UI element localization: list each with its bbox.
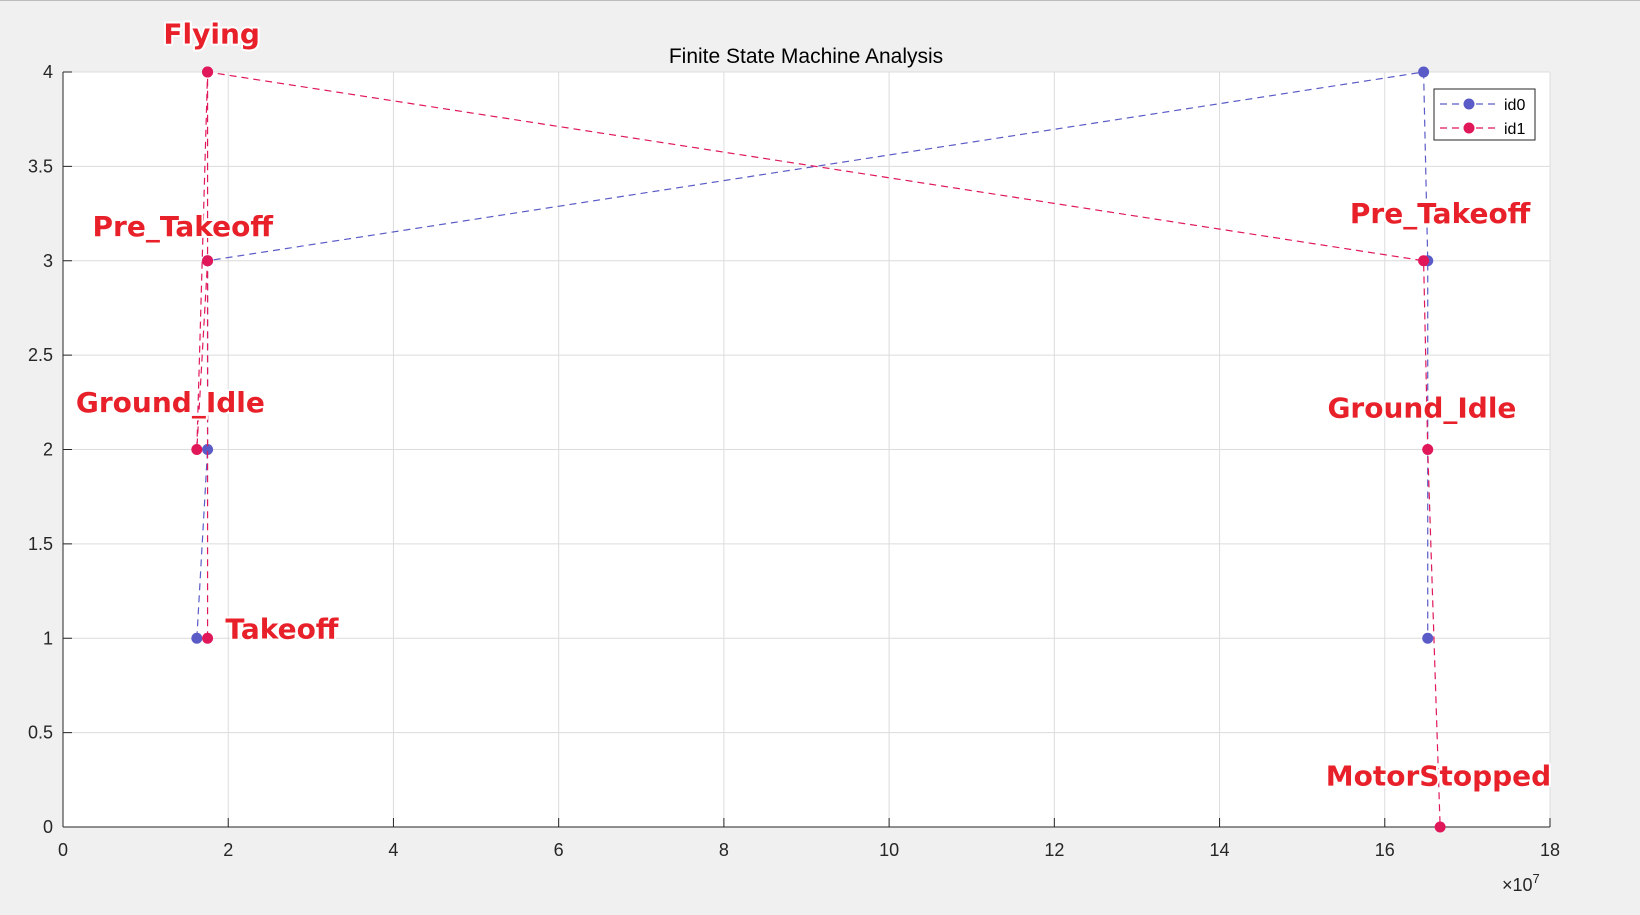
- y-tick-label: 0: [43, 817, 53, 837]
- data-point-id1[interactable]: [202, 66, 214, 78]
- x-tick-label: 6: [554, 840, 564, 860]
- state-annotation: Ground_Idle: [1327, 391, 1516, 424]
- x-tick-label: 0: [58, 840, 68, 860]
- y-tick-label: 2: [43, 440, 53, 460]
- data-point-id1[interactable]: [202, 632, 214, 644]
- y-tick-label: 4: [43, 62, 53, 82]
- data-point-id0[interactable]: [1418, 66, 1430, 78]
- state-annotation: Pre_Takeoff: [93, 210, 274, 243]
- data-point-id0[interactable]: [202, 444, 214, 455]
- chart-title: Finite State Machine Analysis: [669, 45, 943, 68]
- legend-box: [1433, 88, 1536, 141]
- state-annotation: Takeoff: [225, 612, 338, 645]
- legend-marker-id0: [1463, 98, 1475, 110]
- data-point-id1[interactable]: [202, 255, 214, 267]
- annotations: Flying Pre_Takeoff Ground_Idle Takeoff Pre_T…: [74, 16, 1553, 795]
- y-tick-label: 3.5: [28, 156, 53, 176]
- legend-marker-id1: [1463, 122, 1475, 134]
- x-tick-label: 14: [1210, 840, 1230, 860]
- legend-label-id0: id0: [1504, 97, 1525, 114]
- series-id1: [191, 66, 1446, 833]
- legend-item-id1[interactable]: id1: [1440, 121, 1525, 138]
- x-tick-label: 4: [388, 840, 398, 860]
- data-point-id1[interactable]: [191, 444, 203, 455]
- state-annotation: MotorStopped: [1326, 759, 1551, 792]
- y-tick-label: 0.5: [28, 723, 53, 743]
- series-group: [191, 66, 1446, 833]
- legend-item-id0[interactable]: id0: [1440, 97, 1525, 114]
- state-annotation: Pre_Takeoff: [1350, 197, 1531, 230]
- legend-label-id1: id1: [1504, 121, 1525, 138]
- data-point-id1[interactable]: [1434, 821, 1446, 833]
- x-exponent-base: ×10: [1502, 875, 1533, 895]
- y-tick-label: 3: [43, 251, 53, 271]
- series-line-id0: [196, 71, 1429, 639]
- state-annotation: Flying: [163, 18, 260, 51]
- y-tick-label: 2.5: [28, 345, 53, 365]
- data-point-id1[interactable]: [1422, 444, 1434, 455]
- y-tick-label: 1.5: [28, 534, 53, 554]
- x-tick-label: 18: [1540, 840, 1560, 860]
- data-point-id0[interactable]: [1422, 632, 1434, 644]
- x-exponent-power: 7: [1533, 871, 1540, 886]
- axes: 0 2 4 6 8 10 12 14 16 18 0 0.5 1 1.5 2 2.5 3 3.5 4: [28, 62, 1560, 860]
- data-point-id0[interactable]: [191, 632, 203, 644]
- x-tick-label: 16: [1375, 840, 1395, 860]
- x-tick-label: 2: [223, 840, 233, 860]
- y-tick-label: 1: [43, 628, 53, 648]
- x-tick-label: 12: [1044, 840, 1064, 860]
- x-tick-label: 8: [719, 840, 729, 860]
- state-annotation: Ground_Idle: [76, 386, 265, 419]
- series-line-id1: [196, 71, 1441, 828]
- x-tick-label: 10: [879, 840, 899, 860]
- x-exponent-label: ×107: [1502, 871, 1540, 895]
- data-point-id1[interactable]: [1418, 255, 1430, 267]
